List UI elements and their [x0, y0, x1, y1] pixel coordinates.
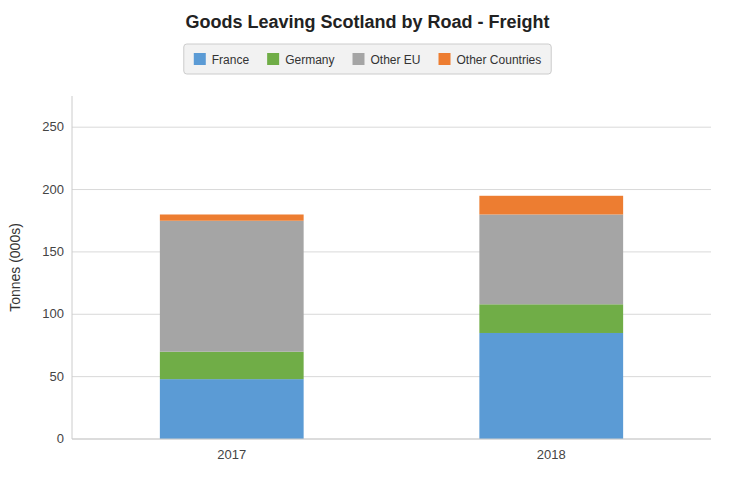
legend-frame — [184, 44, 551, 74]
y-tick-label: 50 — [50, 369, 64, 384]
bar — [479, 333, 623, 439]
bars — [160, 196, 623, 439]
legend-swatch — [353, 53, 365, 65]
legend-label: Other Countries — [457, 53, 542, 67]
x-tick-label: 2018 — [537, 447, 566, 462]
chart-container: Goods Leaving Scotland by Road - Freight… — [0, 0, 735, 483]
grid-line — [72, 189, 711, 190]
y-tick-label: 100 — [42, 306, 64, 321]
bar — [160, 221, 304, 352]
y-tick-label: 150 — [42, 244, 64, 259]
bar — [160, 352, 304, 379]
bar — [479, 304, 623, 333]
chart-title: Goods Leaving Scotland by Road - Freight — [185, 12, 549, 32]
legend: France Germany Other EU Other Countries — [184, 44, 551, 74]
bar — [479, 196, 623, 215]
y-tick-label: 250 — [42, 119, 64, 134]
legend-label: Other EU — [371, 53, 421, 67]
y-axis-line — [72, 96, 73, 439]
grid-line — [72, 439, 711, 440]
bar — [160, 379, 304, 439]
grid-line — [72, 127, 711, 128]
legend-swatch — [267, 53, 279, 65]
legend-swatch — [194, 53, 206, 65]
chart-svg: Goods Leaving Scotland by Road - Freight… — [0, 0, 735, 483]
legend-label: Germany — [285, 53, 334, 67]
x-tick-label: 2017 — [217, 447, 246, 462]
x-axis-line — [72, 439, 711, 440]
legend-label: France — [212, 53, 250, 67]
y-tick-label: 0 — [57, 431, 64, 446]
y-tick-label: 200 — [42, 182, 64, 197]
bar — [160, 214, 304, 220]
y-axis-label: Tonnes (000s) — [7, 223, 23, 312]
bar — [479, 214, 623, 304]
legend-swatch — [439, 53, 451, 65]
grid — [72, 127, 711, 439]
